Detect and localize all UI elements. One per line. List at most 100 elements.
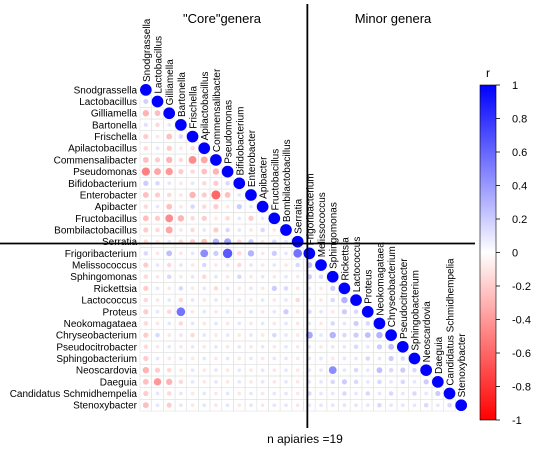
- correlation-marker: [225, 321, 230, 326]
- correlation-marker: [260, 368, 265, 373]
- correlation-marker: [202, 298, 207, 302]
- correlation-marker: [295, 262, 300, 268]
- correlation-marker: [329, 331, 336, 339]
- correlation-marker: [202, 321, 207, 326]
- correlation-marker: [155, 332, 160, 338]
- correlation-marker: [167, 286, 172, 291]
- correlation-marker: [295, 391, 300, 396]
- correlation-marker: [179, 274, 183, 279]
- correlation-marker: [142, 402, 149, 409]
- correlation-marker: [377, 379, 382, 385]
- correlation-marker: [143, 145, 149, 151]
- column-label: Bartonella: [177, 72, 188, 117]
- correlation-marker: [166, 367, 172, 373]
- correlation-marker: [176, 307, 186, 317]
- diagonal-marker: [233, 177, 246, 190]
- correlation-marker: [143, 332, 149, 338]
- colorbar: r 1 0.8 0.6 0.4 0.2 0 -0.2 -0.4 -0.6 -0.8 -1: [479, 66, 531, 427]
- column-label: Stenoxybacter: [457, 333, 468, 398]
- correlation-marker: [330, 403, 335, 408]
- correlation-marker: [295, 368, 300, 373]
- correlation-marker: [190, 379, 195, 384]
- correlation-marker: [353, 344, 359, 350]
- column-label: Apilactobacillus: [200, 71, 211, 140]
- column-label: Serratia: [294, 198, 305, 233]
- correlation-marker: [211, 190, 221, 200]
- column-label: Proteus: [364, 269, 375, 303]
- correlation-marker: [295, 356, 300, 361]
- correlation-marker: [342, 344, 347, 349]
- correlation-marker: [295, 286, 300, 291]
- row-label: Apilactobacillus: [68, 144, 137, 155]
- correlation-marker: [202, 368, 207, 373]
- colorbar-tick-label: 0.8: [512, 114, 527, 126]
- diagonal-marker: [221, 165, 234, 178]
- correlation-marker: [213, 286, 219, 291]
- correlation-marker: [179, 344, 183, 349]
- correlation-marker: [143, 274, 149, 279]
- column-label: Pseudocitrobacter: [399, 258, 410, 339]
- correlation-marker: [388, 391, 394, 396]
- correlation-marker: [214, 298, 218, 302]
- colorbar-tick-label: -0.4: [512, 315, 531, 327]
- correlation-marker: [166, 402, 172, 408]
- correlation-marker: [167, 344, 172, 349]
- correlation-marker: [435, 390, 441, 397]
- correlation-marker: [225, 298, 230, 302]
- correlation-marker: [330, 321, 335, 326]
- correlation-marker: [412, 379, 417, 384]
- correlation-marker: [155, 344, 160, 349]
- correlation-marker: [249, 204, 253, 209]
- correlation-marker: [435, 403, 440, 408]
- row-label: Chryseobacterium: [56, 331, 137, 342]
- correlation-marker: [214, 344, 218, 349]
- column-label: Chryseobacterium: [387, 246, 398, 327]
- correlation-marker: [190, 391, 195, 396]
- correlation-marker: [330, 285, 336, 292]
- correlation-marker: [202, 344, 207, 349]
- correlation-marker: [424, 391, 429, 396]
- correlation-marker: [143, 297, 149, 303]
- correlation-marker: [388, 367, 394, 373]
- correlation-marker: [295, 297, 300, 303]
- correlation-marker: [143, 285, 149, 292]
- correlation-marker: [330, 344, 335, 349]
- column-label: Daeguia: [434, 336, 445, 374]
- correlation-marker: [188, 156, 197, 164]
- correlation-marker: [190, 251, 195, 256]
- correlation-marker: [143, 355, 149, 362]
- correlation-marker: [190, 145, 195, 151]
- column-label: Bifidobacterium: [235, 107, 246, 176]
- correlation-marker: [165, 226, 173, 234]
- correlation-marker: [272, 274, 277, 279]
- row-label: Candidatus Schmidhempelia: [10, 389, 138, 400]
- correlation-marker: [342, 356, 347, 361]
- diagonal-marker: [163, 107, 176, 120]
- correlation-marker: [143, 390, 149, 397]
- correlation-marker: [201, 204, 207, 209]
- diagonal-marker: [350, 294, 362, 306]
- correlation-marker: [178, 286, 184, 291]
- correlation-marker: [237, 286, 242, 291]
- correlation-marker: [190, 332, 195, 338]
- column-label: Lactococcus: [352, 237, 363, 293]
- correlation-marker: [319, 286, 323, 291]
- diagonal-marker: [280, 224, 292, 236]
- correlation-marker: [141, 167, 150, 176]
- correlation-marker: [423, 379, 429, 385]
- correlation-marker: [260, 309, 265, 314]
- row-label: Pseudomonas: [73, 167, 137, 178]
- correlation-marker: [225, 181, 230, 186]
- correlation-marker: [342, 321, 347, 326]
- correlation-marker: [202, 356, 207, 361]
- row-label: Frischella: [94, 132, 137, 143]
- correlation-marker: [354, 391, 358, 396]
- correlation-marker: [284, 321, 288, 326]
- correlation-marker: [155, 134, 160, 139]
- correlation-marker: [155, 356, 160, 361]
- correlation-marker: [190, 309, 195, 314]
- correlation-marker: [295, 321, 300, 326]
- correlation-marker: [214, 356, 218, 361]
- correlation-marker: [155, 122, 160, 128]
